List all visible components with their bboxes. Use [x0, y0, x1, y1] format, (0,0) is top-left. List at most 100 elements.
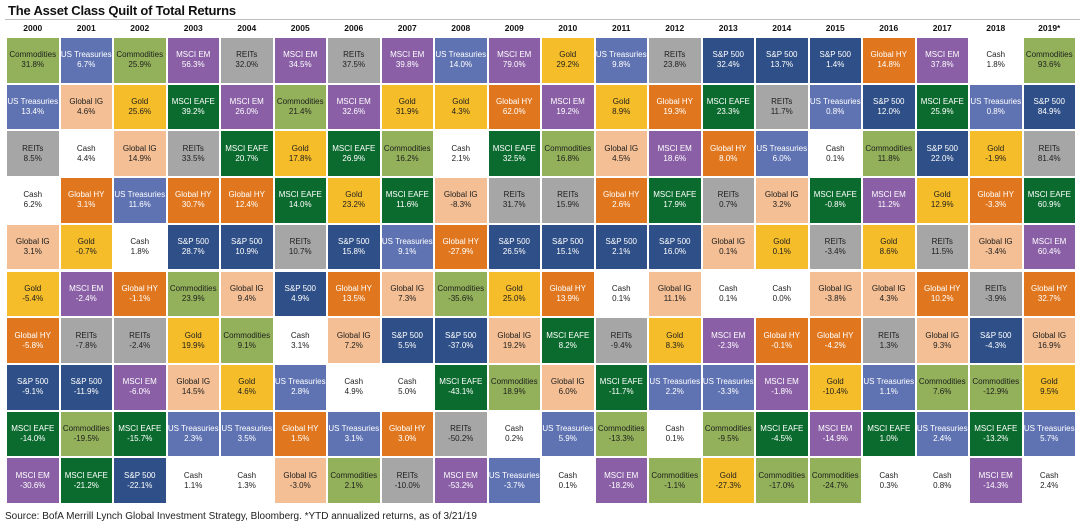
- asset-class-label: Gold: [987, 143, 1005, 153]
- return-value-label: 4.3%: [451, 107, 470, 117]
- quilt-cell-global-hy: Global HY 13.5%: [327, 270, 381, 318]
- asset-class-label: REITs: [396, 470, 418, 480]
- quilt-cell-reits: REITs 8.5%: [6, 130, 60, 178]
- return-value-label: -9.1%: [22, 387, 44, 397]
- asset-class-label: Commodities: [62, 423, 110, 433]
- quilt-cell-gold: Gold 23.2%: [327, 177, 381, 224]
- quilt-cell-global-hy: Global HY 30.7%: [166, 177, 220, 224]
- quilt-cell-commodities: Commodities 11.8%: [862, 130, 916, 178]
- return-value-label: 12.4%: [235, 200, 259, 210]
- return-value-label: 84.9%: [1037, 107, 1061, 117]
- return-value-label: 1.3%: [879, 340, 898, 350]
- return-value-label: -21.2%: [73, 480, 99, 490]
- quilt-cell-us-treasuries: US Treasuries -3.7%: [487, 457, 541, 504]
- quilt-cell-msci-em: MSCI EM -2.4%: [59, 270, 113, 318]
- asset-class-label: US Treasuries: [702, 377, 754, 387]
- asset-class-label: Cash: [665, 423, 685, 433]
- quilt-cell-msci-em: MSCI EM -18.2%: [594, 457, 648, 504]
- quilt-cell-msci-eafe: MSCI EAFE -15.7%: [113, 410, 167, 458]
- asset-class-label: Gold: [1040, 377, 1058, 387]
- year-header-2017: 2017: [932, 23, 952, 33]
- quilt-cell-s-p-500: S&P 500 28.7%: [166, 223, 220, 271]
- asset-class-label: Gold: [559, 50, 577, 60]
- quilt-cell-gold: Gold 12.9%: [915, 177, 969, 224]
- quilt-cell-s-p-500: S&P 500 15.8%: [327, 223, 381, 271]
- return-value-label: 0.1%: [719, 247, 738, 257]
- asset-class-label: MSCI EM: [176, 50, 211, 60]
- return-value-label: -19.5%: [73, 433, 99, 443]
- asset-class-label: Global IG: [604, 143, 639, 153]
- return-value-label: 79.0%: [502, 60, 526, 70]
- asset-class-label: US Treasuries: [756, 143, 808, 153]
- quilt-cell-global-hy: Global HY 14.8%: [862, 37, 916, 84]
- return-value-label: -2.3%: [717, 340, 739, 350]
- quilt-cell-gold: Gold -1.9%: [969, 130, 1023, 178]
- asset-class-label: MSCI EM: [925, 50, 960, 60]
- return-value-label: -30.6%: [20, 480, 46, 490]
- asset-class-label: Global IG: [15, 237, 50, 247]
- return-value-label: 14.0%: [288, 200, 312, 210]
- asset-class-label: MSCI EAFE: [974, 423, 1018, 433]
- return-value-label: -11.9%: [73, 387, 99, 397]
- quilt-cell-msci-eafe: MSCI EAFE 14.0%: [273, 177, 327, 224]
- return-value-label: 3.2%: [772, 200, 791, 210]
- asset-class-label: Cash: [932, 470, 952, 480]
- quilt-cell-global-hy: Global HY 10.2%: [915, 270, 969, 318]
- return-value-label: -3.8%: [824, 293, 846, 303]
- quilt-cell-commodities: Commodities 16.8%: [541, 130, 595, 178]
- return-value-label: 2.6%: [612, 200, 631, 210]
- quilt-cell-us-treasuries: US Treasuries 13.4%: [6, 83, 60, 131]
- asset-class-label: Commodities: [1025, 50, 1073, 60]
- quilt-cell-global-ig: Global IG 3.1%: [6, 223, 60, 271]
- year-header-2006: 2006: [344, 23, 364, 33]
- return-value-label: 9.8%: [612, 60, 631, 70]
- return-value-label: -43.1%: [448, 387, 474, 397]
- asset-class-label: REITs: [450, 423, 472, 433]
- asset-class-label: Gold: [452, 97, 470, 107]
- quilt-cell-cash: Cash 1.3%: [220, 457, 274, 504]
- return-value-label: -4.3%: [985, 340, 1007, 350]
- asset-class-label: Gold: [345, 190, 363, 200]
- return-value-label: 14.0%: [449, 60, 473, 70]
- quilt-cell-global-hy: Global HY -1.1%: [113, 270, 167, 318]
- asset-class-label: S&P 500: [231, 237, 263, 247]
- asset-class-label: REITs: [610, 330, 632, 340]
- asset-class-label: MSCI EM: [657, 143, 692, 153]
- asset-class-label: S&P 500: [980, 330, 1012, 340]
- return-value-label: 16.2%: [395, 153, 419, 163]
- asset-class-label: Global IG: [122, 143, 157, 153]
- asset-class-label: US Treasuries: [328, 423, 380, 433]
- quilt-cell-commodities: Commodities -19.5%: [59, 410, 113, 458]
- return-value-label: -11.7%: [608, 387, 634, 397]
- quilt-cell-us-treasuries: US Treasuries 3.1%: [327, 410, 381, 458]
- quilt-cell-reits: REITs 1.3%: [862, 317, 916, 364]
- quilt-cell-commodities: Commodities 16.2%: [380, 130, 434, 178]
- asset-class-label: Global IG: [871, 283, 906, 293]
- return-value-label: 9.5%: [1040, 387, 1059, 397]
- quilt-cell-gold: Gold 17.8%: [273, 130, 327, 178]
- return-value-label: 8.9%: [612, 107, 631, 117]
- return-value-label: -14.0%: [20, 433, 46, 443]
- return-value-label: 9.1%: [398, 247, 417, 257]
- return-value-label: 13.4%: [21, 107, 45, 117]
- quilt-cell-cash: Cash 0.1%: [648, 410, 702, 458]
- year-header-2010: 2010: [558, 23, 578, 33]
- return-value-label: 4.6%: [237, 387, 256, 397]
- quilt-cell-commodities: Commodities 18.9%: [487, 363, 541, 411]
- asset-class-label: REITs: [1038, 143, 1060, 153]
- quilt-cell-msci-eafe: MSCI EAFE 25.9%: [915, 83, 969, 131]
- quilt-cell-reits: REITs -3.4%: [808, 223, 862, 271]
- return-value-label: 22.0%: [930, 153, 954, 163]
- return-value-label: -3.9%: [985, 293, 1007, 303]
- return-value-label: 3.0%: [398, 433, 417, 443]
- quilt-cell-commodities: Commodities 31.8%: [6, 37, 60, 84]
- asset-class-label: Global HY: [549, 283, 586, 293]
- return-value-label: -3.4%: [824, 247, 846, 257]
- quilt-cell-gold: Gold 8.6%: [862, 223, 916, 271]
- asset-class-label: REITs: [931, 237, 953, 247]
- return-value-label: -15.7%: [127, 433, 153, 443]
- asset-class-label: MSCI EAFE: [599, 377, 643, 387]
- quilt-cell-msci-eafe: MSCI EAFE 20.7%: [220, 130, 274, 178]
- quilt-cell-us-treasuries: US Treasuries 2.8%: [273, 363, 327, 411]
- asset-class-label: Commodities: [811, 470, 859, 480]
